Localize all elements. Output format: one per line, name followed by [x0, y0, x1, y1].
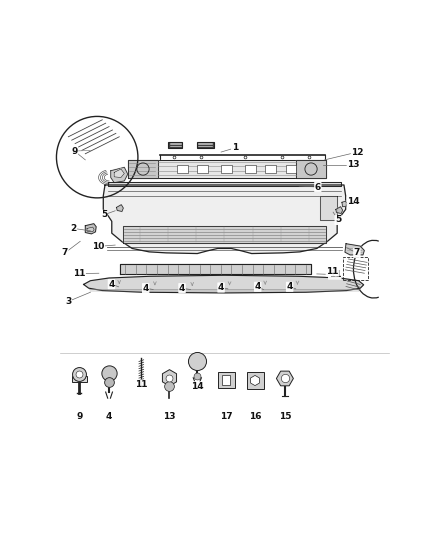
Text: 7: 7: [62, 248, 68, 257]
Text: 7: 7: [353, 248, 360, 257]
Text: 14: 14: [191, 382, 204, 391]
FancyBboxPatch shape: [265, 165, 276, 173]
Text: 4: 4: [286, 282, 293, 292]
Text: 4: 4: [106, 411, 112, 421]
Polygon shape: [111, 167, 128, 183]
Text: 4: 4: [254, 282, 261, 292]
Polygon shape: [84, 275, 364, 293]
Polygon shape: [85, 224, 96, 234]
Polygon shape: [128, 159, 326, 178]
Text: 9: 9: [71, 147, 78, 156]
Polygon shape: [108, 182, 341, 185]
Text: 2: 2: [70, 224, 77, 233]
FancyBboxPatch shape: [247, 373, 264, 389]
Polygon shape: [128, 159, 158, 178]
Polygon shape: [296, 159, 326, 178]
Text: 14: 14: [347, 197, 360, 206]
Polygon shape: [342, 201, 347, 207]
FancyBboxPatch shape: [218, 372, 235, 388]
Text: 3: 3: [65, 297, 71, 306]
Text: 15: 15: [279, 411, 291, 421]
Text: 5: 5: [335, 215, 341, 224]
Text: 13: 13: [347, 160, 360, 169]
Text: 16: 16: [249, 411, 261, 421]
FancyBboxPatch shape: [245, 165, 256, 173]
Polygon shape: [120, 264, 311, 274]
Text: 10: 10: [92, 242, 104, 251]
FancyBboxPatch shape: [286, 165, 297, 173]
Polygon shape: [345, 244, 364, 255]
FancyBboxPatch shape: [221, 165, 232, 173]
FancyBboxPatch shape: [177, 165, 188, 173]
Polygon shape: [320, 196, 337, 220]
Text: 13: 13: [163, 411, 176, 421]
FancyBboxPatch shape: [169, 142, 182, 148]
Text: 17: 17: [220, 411, 233, 421]
Polygon shape: [336, 207, 343, 214]
Polygon shape: [117, 205, 124, 212]
Text: 4: 4: [142, 284, 149, 293]
FancyBboxPatch shape: [197, 142, 214, 148]
Text: 6: 6: [314, 182, 321, 191]
FancyBboxPatch shape: [72, 376, 87, 382]
Text: 11: 11: [328, 270, 341, 279]
Text: 4: 4: [218, 283, 224, 292]
Text: 11: 11: [73, 269, 85, 278]
Polygon shape: [103, 185, 346, 254]
Text: 4: 4: [108, 280, 115, 288]
Text: 5: 5: [101, 211, 107, 220]
Text: 11: 11: [135, 380, 148, 389]
Polygon shape: [114, 169, 124, 177]
FancyBboxPatch shape: [222, 375, 230, 385]
Polygon shape: [87, 227, 94, 232]
FancyBboxPatch shape: [197, 165, 208, 173]
Text: 4: 4: [179, 284, 185, 293]
Text: 1: 1: [232, 143, 238, 152]
Polygon shape: [123, 227, 326, 244]
Text: 12: 12: [351, 148, 364, 157]
Text: 11: 11: [326, 267, 339, 276]
Text: 9: 9: [76, 411, 82, 421]
